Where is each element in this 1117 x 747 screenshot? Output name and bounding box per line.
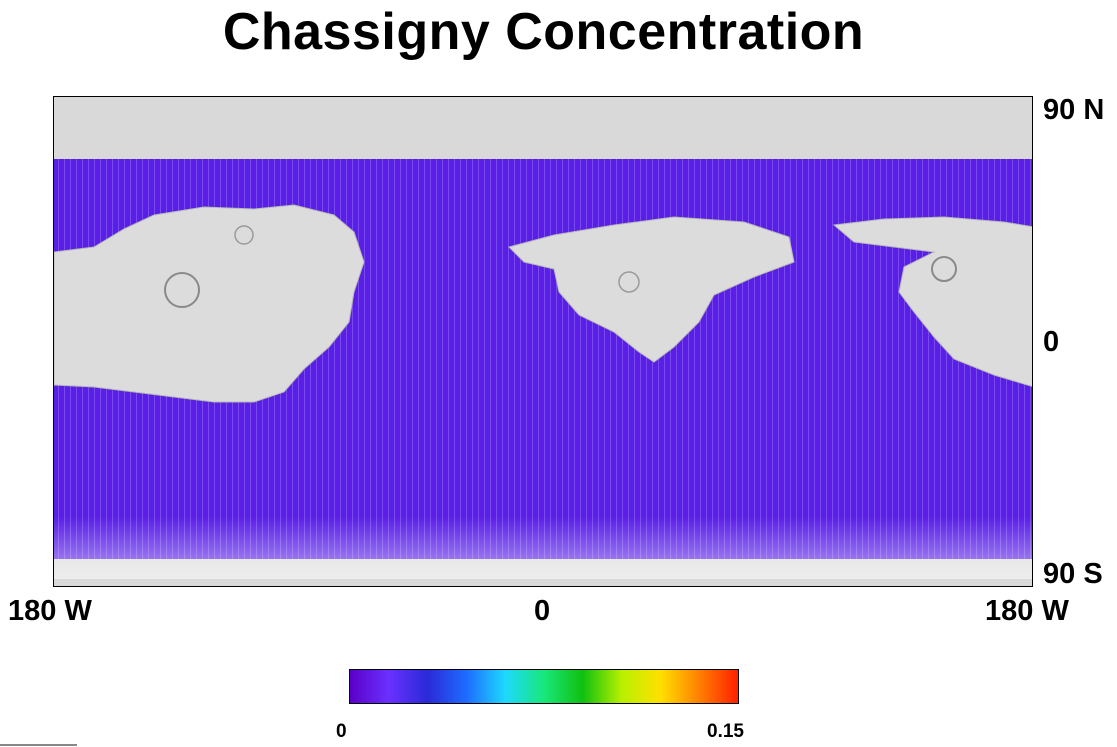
longitude-label-left: 180 W bbox=[8, 595, 92, 627]
arabia-region bbox=[508, 216, 795, 363]
crater bbox=[234, 225, 254, 245]
longitude-label-center: 0 bbox=[534, 595, 551, 627]
latitude-label-equator: 0 bbox=[1043, 326, 1060, 358]
tharsis-region bbox=[54, 204, 365, 403]
color-scale-bar bbox=[349, 669, 739, 704]
map-title: Chassigny Concentration bbox=[222, 3, 865, 61]
olympus-mons bbox=[164, 272, 200, 308]
elysium-region bbox=[832, 216, 1032, 387]
elysium-mons bbox=[931, 256, 957, 282]
color-scale-min-label: 0 bbox=[336, 721, 347, 742]
concentration-map bbox=[53, 96, 1033, 587]
latitude-label-north: 90 N bbox=[1043, 94, 1105, 126]
color-scale-max-label: 0.15 bbox=[707, 721, 744, 742]
latitude-label-south: 90 S bbox=[1043, 558, 1103, 590]
mars-map-svg bbox=[54, 97, 1032, 586]
corner-divider bbox=[0, 744, 77, 746]
longitude-label-right: 180 W bbox=[985, 595, 1069, 627]
crater bbox=[618, 271, 640, 293]
